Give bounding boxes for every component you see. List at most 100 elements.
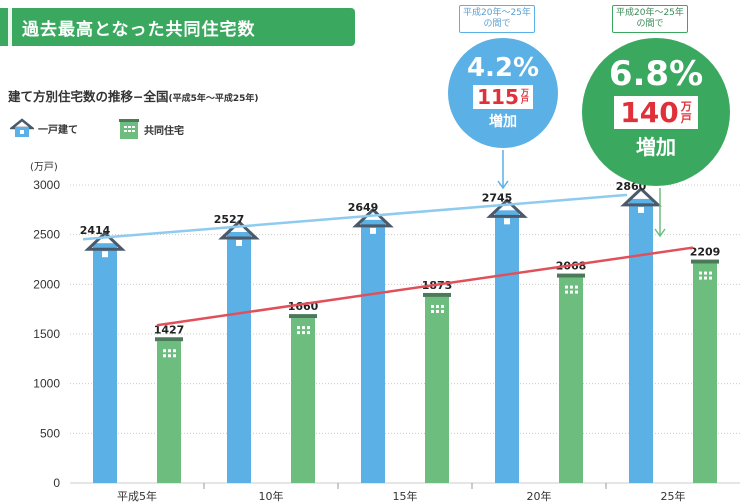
callout-unit-bottom-apartment: 戸 [680,111,692,125]
house-roof [486,198,528,218]
y-tick-label: 2000 [33,277,60,291]
bar-detached [495,210,519,483]
callout-amount-box-detached: 115 万戸 [473,85,533,109]
apartment-window [570,290,573,294]
callout-label-apartment: 増加 [636,135,676,159]
apartment-roof [289,314,317,319]
house-window [102,251,108,258]
subtitle-range: (平成5年〜平成25年) [168,94,259,104]
house-window [370,227,376,234]
apartment-window [565,290,568,294]
apartment-window [163,349,166,353]
chart-subtitle: 建て方別住宅数の推移−全国(平成5年〜平成25年) [8,86,259,105]
callout-unit-detached: 万戸 [521,89,529,105]
house-window [236,239,242,246]
callout-arrowhead [654,228,666,238]
apartment-window [699,271,702,275]
callout-bubble-detached: 4.2% 115 万戸 増加 [448,38,558,148]
bar-detached [629,198,653,483]
callout-amount-box-apartment: 140 万戸 [614,96,698,129]
house-roof [218,219,260,240]
apartment-window [441,304,444,308]
apartment-icon [119,119,139,139]
apartment-window [297,326,300,330]
apartment-window [163,354,166,358]
callout-note-apartment: 平成20年〜25年 の間で [612,5,688,33]
data-label: 2649 [348,201,379,214]
legend-label-apartment: 共同住宅 [144,125,184,137]
bar-apartment [157,341,181,483]
house-window [638,206,644,213]
apartment-window [704,271,707,275]
x-tick-label: 20年 [527,489,552,503]
data-label: 2209 [690,246,721,259]
apartment-window [699,276,702,280]
trend-line [156,246,694,327]
data-label: 2745 [482,191,513,204]
apartment-window [575,285,578,289]
apartment-window [441,309,444,313]
legend-item-apartment: 共同住宅 [118,118,184,140]
y-axis-label: (万戸) [30,161,58,173]
callout-amount-detached: 115 [477,85,519,109]
callout-note-detached: 平成20年〜25年 の間で [459,5,535,33]
apartment-window [436,304,439,308]
data-label: 2527 [214,213,245,226]
callout-bubble-apartment: 6.8% 140 万戸 増加 [582,38,730,186]
x-tick-label: 10年 [259,489,284,503]
bar-detached [361,219,385,483]
apartment-window [173,354,176,358]
y-tick-label: 2500 [33,228,60,242]
callout-unit-top-apartment: 万 [680,99,692,113]
apartment-window [302,326,305,330]
apartment-window [302,331,305,335]
apartment-roof [155,337,183,342]
callout-label-detached: 増加 [489,114,517,130]
apartment-window [436,309,439,313]
bar-detached [93,243,117,483]
callout-amount-apartment: 140 [620,96,679,129]
callout-arrowhead [497,180,509,190]
x-tick-label: 平成5年 [117,489,157,503]
callout-pct-apartment: 6.8% [608,54,704,94]
apartment-window [570,285,573,289]
banner-accent [8,8,12,46]
apartment-window [704,276,707,280]
apartment-roof [691,259,719,264]
apartment-window [168,349,171,353]
banner-title: 過去最高となった共同住宅数 [22,20,256,40]
data-label: 1427 [154,323,185,336]
bar-apartment [693,263,717,483]
x-tick-label: 25年 [661,489,686,503]
subtitle-main: 建て方別住宅数の推移−全国 [8,89,169,104]
legend-label-detached: 一戸建て [38,124,78,136]
bar-apartment [559,277,583,483]
trend-line [82,193,628,241]
callout-unit-bottom-detached: 戸 [520,96,529,105]
house-roof [620,186,662,207]
house-roof [84,231,126,251]
callout-unit-top-detached: 万 [520,88,529,97]
apartment-window [168,354,171,358]
callout-note-apartment-line2: の間で [636,19,664,29]
apartment-window [565,285,568,289]
apartment-window [307,331,310,335]
legend-item-detached: 一戸建て [10,118,78,138]
apartment-window [431,309,434,313]
title-banner: 過去最高となった共同住宅数 [0,8,355,46]
y-tick-label: 1000 [33,377,60,391]
y-tick-label: 500 [40,426,60,440]
apartment-window [297,331,300,335]
apartment-window [173,349,176,353]
y-tick-label: 1500 [33,327,60,341]
callout-unit-apartment: 万戸 [680,99,692,125]
bar-apartment [291,318,315,483]
apartment-roof [423,292,451,297]
apartment-window [575,290,578,294]
y-tick-label: 3000 [33,178,60,192]
y-tick-label: 0 [53,476,60,490]
house-roof [352,207,394,228]
apartment-roof [557,273,585,278]
callout-note-detached-line1: 平成20年〜25年 [463,8,531,18]
apartment-window [709,276,712,280]
